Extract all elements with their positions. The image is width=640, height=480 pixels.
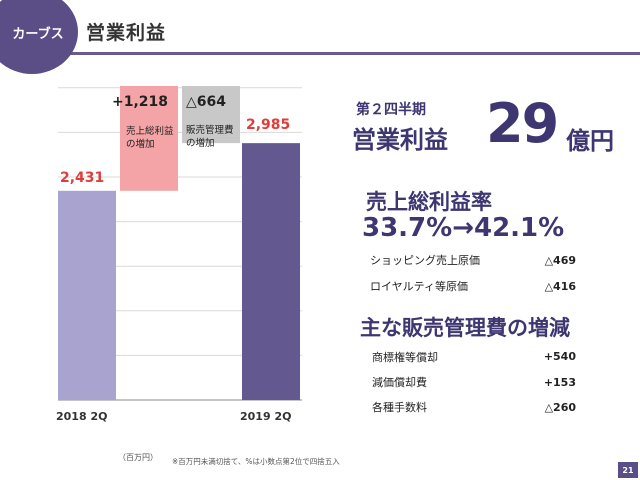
gross-margin-item-value: △469 <box>544 254 576 267</box>
brand-label: カーブス <box>12 26 64 42</box>
waterfall-chart: 2,431+1,218 △6642,985売上総利益の増加販売管理費の増加2018… <box>56 86 302 423</box>
header-bar <box>0 0 640 52</box>
header-divider <box>0 52 640 55</box>
gross-margin-change: 33.7%→42.1% <box>362 213 565 243</box>
gross-margin-item-value: △416 <box>544 280 576 293</box>
bar-3 <box>182 86 240 144</box>
gross-margin-item-label: ショッピング売上原価 <box>370 254 480 267</box>
step-note: 売上総利益 <box>126 125 174 137</box>
bar-1 <box>58 190 116 400</box>
x-label-2018: 2018 2Q <box>56 410 107 423</box>
sga-item-value: +540 <box>543 350 576 363</box>
period-label: 第２四半期 <box>356 102 426 118</box>
gross-margin-title: 売上総利益率 <box>366 190 492 214</box>
x-label-2019: 2019 2Q <box>240 410 291 423</box>
gross-margin-item-label: ロイヤルティ等原価 <box>370 280 469 293</box>
sga-item-label: 商標権等償却 <box>372 351 438 364</box>
bar-2 <box>120 86 178 191</box>
operating-profit-value: 29 <box>486 92 559 155</box>
page-number: 21 <box>618 462 638 478</box>
sga-item-value: +153 <box>543 376 576 389</box>
sga-title: 主な販売管理費の増減 <box>360 316 570 340</box>
sga-item-label: 減価償却費 <box>372 376 427 389</box>
value-label-decrease: △664 <box>186 94 226 110</box>
page-title: 営業利益 <box>86 22 167 44</box>
value-label-2019: 2,985 <box>246 117 290 133</box>
value-label-2018: 2,431 <box>60 170 104 186</box>
unit-note: （百万円） <box>118 453 158 462</box>
step-note: 販売管理費 <box>186 124 234 136</box>
chart-bars <box>58 86 300 400</box>
operating-profit-label: 営業利益 <box>352 126 448 154</box>
value-label-increase: +1,218 <box>112 94 168 110</box>
step-note: の増加 <box>126 138 155 150</box>
chart-labels: 2,431+1,218 △6642,985売上総利益の増加販売管理費の増加2018… <box>56 94 291 423</box>
footnote: ※百万円未満切捨て、%は小数点第2位で四捨五入 <box>172 457 340 466</box>
operating-profit-unit: 億円 <box>566 127 614 155</box>
sga-item-value: △260 <box>544 401 576 414</box>
step-note: の増加 <box>186 137 215 149</box>
bar-4 <box>242 143 300 400</box>
sga-item-label: 各種手数料 <box>372 401 427 414</box>
